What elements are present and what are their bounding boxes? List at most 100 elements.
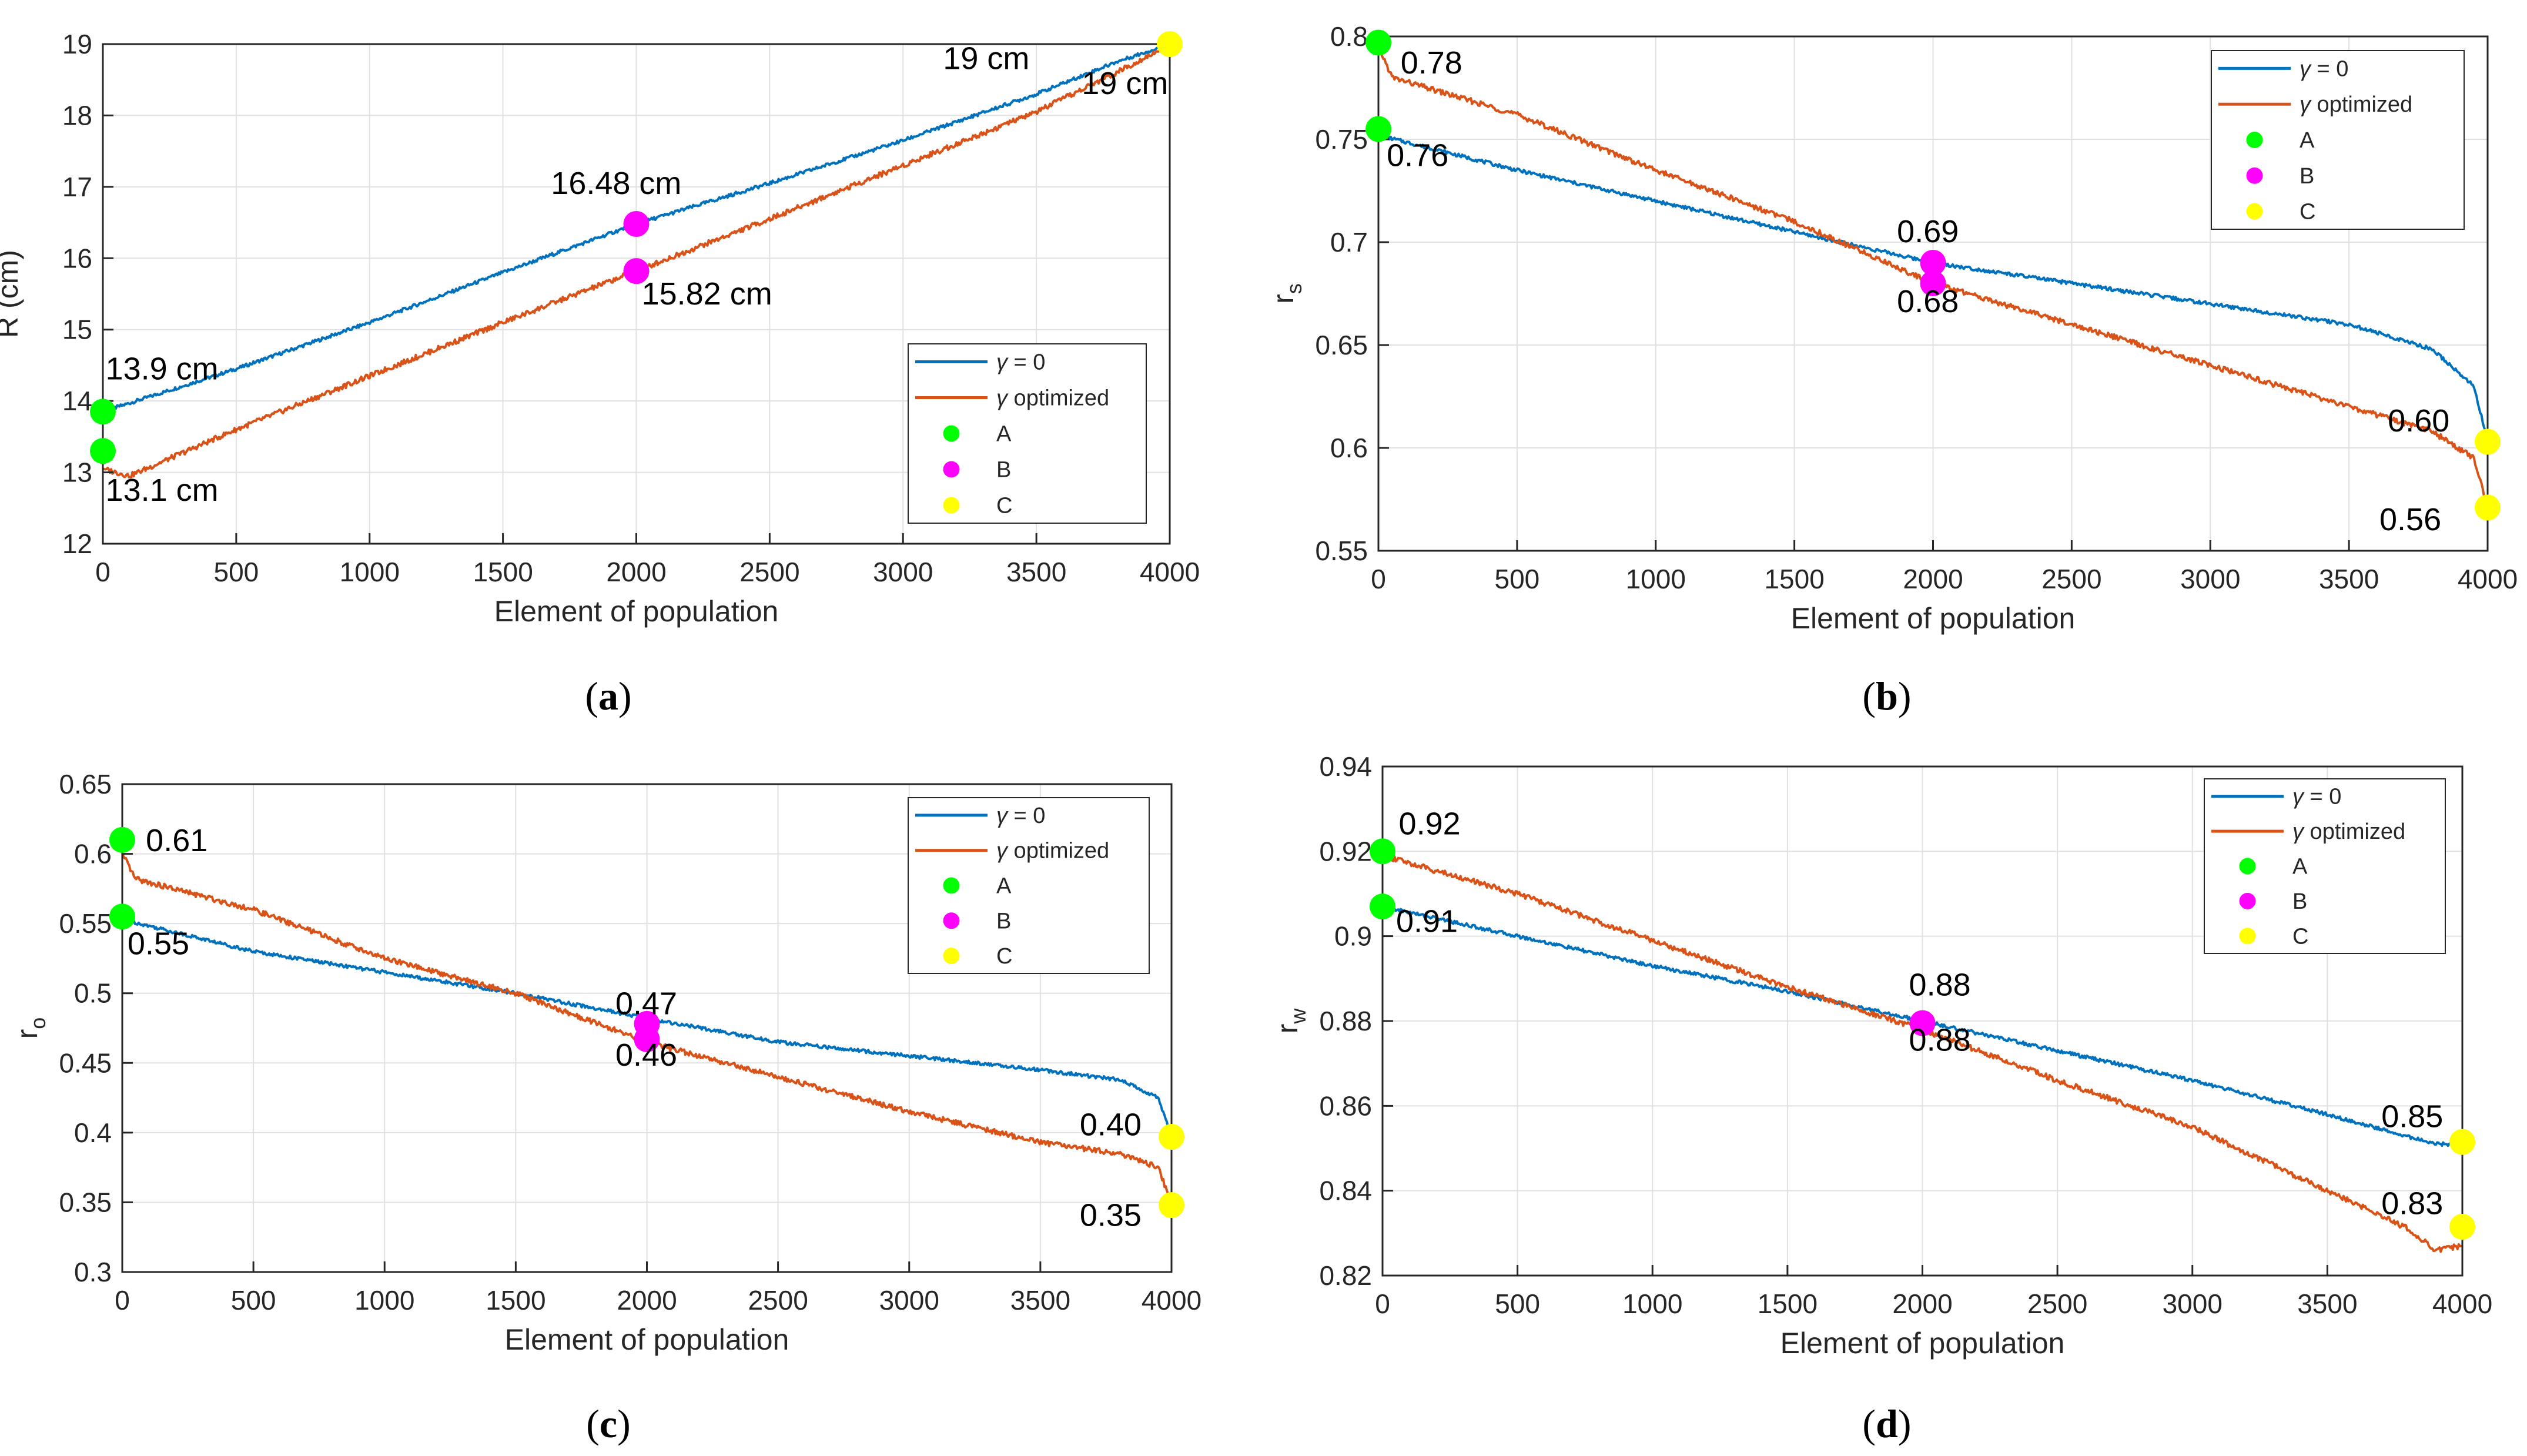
y-tick-label: 0.65 [59, 769, 112, 799]
point-A [90, 438, 116, 464]
caption-a: (a) [585, 674, 631, 718]
annotation-label: 0.61 [146, 823, 207, 858]
y-tick-label: 13 [62, 457, 92, 488]
y-axis-label: rw [1271, 1008, 1310, 1034]
legend-label-B: B [2292, 889, 2307, 914]
annotation-label: 0.55 [128, 926, 189, 961]
legend-marker-C [943, 948, 960, 965]
legend-gamma-optimized-text: optimized [1008, 839, 1109, 863]
annotation-label: 13.1 cm [106, 473, 219, 508]
annotation-label: 15.82 cm [642, 276, 772, 312]
y-tick-label: 0.6 [1330, 433, 1368, 463]
y-tick-label: 0.55 [59, 908, 112, 939]
legend-gamma-symbol: γ [2300, 92, 2312, 117]
x-tick-label: 1500 [1758, 1288, 1818, 1319]
annotation-label: 0.35 [1080, 1198, 1142, 1233]
x-tick-label: 4000 [2458, 564, 2518, 594]
legend-label-gamma-optimized: γ optimized [996, 839, 1109, 863]
legend-gamma-symbol: γ [996, 350, 1009, 375]
x-tick-label: 2500 [2041, 564, 2101, 594]
legend-label-A: A [2292, 855, 2308, 879]
legend-label-C: C [2292, 924, 2308, 949]
y-tick-label: 0.75 [1315, 124, 1368, 155]
x-tick-label: 3000 [879, 1285, 939, 1316]
x-axis-label: Element of population [1780, 1327, 2065, 1360]
y-tick-label: 0.86 [1319, 1090, 1372, 1121]
y-axis-label-main: r [11, 1029, 43, 1039]
y-tick-label: 16 [62, 243, 92, 273]
point-C [2449, 1129, 2475, 1155]
point-A [109, 826, 135, 853]
legend-label-B: B [996, 458, 1011, 483]
y-tick-label: 14 [62, 386, 92, 416]
y-tick-label: 0.6 [74, 839, 112, 869]
y-axis-label: rs [1267, 283, 1306, 304]
point-A [1365, 116, 1391, 142]
y-axis-label-main: r [1271, 1024, 1304, 1034]
x-tick-label: 4000 [2432, 1288, 2492, 1319]
annotation-label: 0.69 [1897, 214, 1959, 249]
panel-a: 0 500 1000 1500 2000 2500 3000 3500 4000 12 13 14 15… [0, 29, 1200, 628]
legend-label-gamma-zero: γ = 0 [996, 350, 1045, 375]
point-B [623, 258, 650, 284]
x-tick-label: 4000 [1140, 557, 1200, 587]
x-tick-label: 500 [1495, 564, 1540, 594]
point-B [1909, 1010, 1936, 1036]
y-axis-label-subscript: o [26, 1017, 50, 1029]
point-B [1920, 270, 1946, 296]
x-tick-label: 1500 [486, 1285, 545, 1316]
legend-gamma-optimized-text: optimized [2304, 819, 2405, 844]
legend-marker-A [943, 877, 960, 894]
x-tick-label: 2500 [2027, 1288, 2087, 1319]
x-tick-label: 2000 [606, 557, 666, 587]
y-tick-label: 0.5 [74, 978, 112, 1009]
point-A [1370, 838, 1395, 865]
legend-marker-A [2239, 858, 2256, 875]
x-tick-label: 2000 [617, 1285, 677, 1316]
legend-label-B: B [996, 909, 1011, 933]
y-tick-label: 0.8 [1330, 21, 1368, 52]
legend-gamma-symbol: γ [2292, 785, 2305, 809]
y-tick-label: 0.82 [1319, 1260, 1372, 1291]
y-tick-label: 0.55 [1315, 535, 1368, 566]
legend-label-A: A [2300, 128, 2315, 153]
y-axis-label: ro [11, 1017, 50, 1039]
x-tick-label: 1500 [1764, 564, 1824, 594]
y-tick-label: 0.88 [1319, 1006, 1372, 1036]
y-tick-label: 0.3 [74, 1257, 112, 1287]
y-tick-label: 0.9 [1334, 921, 1372, 952]
annotation-label: 0.56 [2379, 502, 2441, 537]
annotation-label: 0.40 [1080, 1107, 1142, 1143]
y-tick-label: 0.84 [1319, 1176, 1372, 1206]
legend-label-gamma-optimized: γ optimized [996, 386, 1109, 411]
y-tick-label: 0.94 [1319, 751, 1372, 782]
annotation-label: 0.85 [2381, 1099, 2443, 1134]
legend-marker-B [2246, 167, 2263, 184]
legend-gamma-optimized-text: optimized [2311, 92, 2412, 117]
point-A [109, 903, 135, 930]
caption-b: (b) [1862, 674, 1911, 718]
legend-label-gamma-zero: γ = 0 [996, 804, 1045, 828]
x-tick-label: 3500 [1010, 1285, 1070, 1316]
legend-marker-C [2239, 928, 2256, 945]
point-A [1365, 29, 1391, 56]
x-tick-label: 3000 [2163, 1288, 2223, 1319]
caption-c: (c) [586, 1401, 631, 1446]
annotation-label: 0.88 [1909, 968, 1971, 1003]
x-tick-label: 2000 [1892, 1288, 1952, 1319]
x-tick-label: 0 [1371, 564, 1386, 594]
x-tick-label: 500 [1495, 1288, 1540, 1319]
x-axis-label: Element of population [1791, 602, 2076, 635]
legend-label-gamma-zero: γ = 0 [2292, 785, 2341, 809]
x-tick-label: 3000 [2180, 564, 2240, 594]
point-B [623, 211, 650, 237]
point-C [2475, 429, 2501, 455]
y-axis-label: R (cm) [0, 250, 24, 338]
x-tick-label: 2500 [748, 1285, 808, 1316]
x-tick-label: 3500 [1006, 557, 1066, 587]
legend-label-gamma-zero: γ = 0 [2300, 56, 2348, 81]
legend-marker-C [2246, 203, 2263, 220]
x-axis-label: Element of population [505, 1323, 789, 1356]
x-tick-label: 1000 [354, 1285, 414, 1316]
